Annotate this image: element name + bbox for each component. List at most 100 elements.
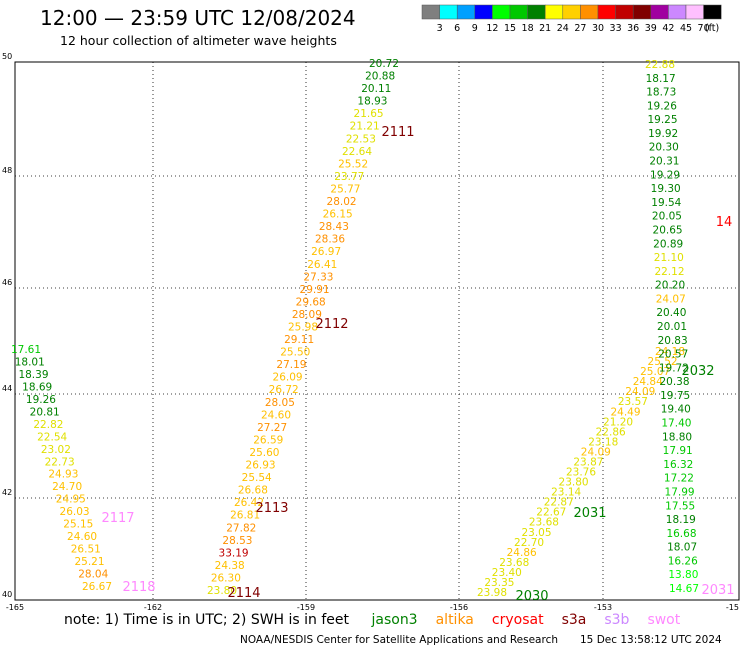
pass-label: 2117 xyxy=(101,511,134,526)
wave-height-value: 24.07 xyxy=(656,293,686,305)
wave-height-value: 23.05 xyxy=(521,527,551,539)
legend-tick-label: 15 xyxy=(504,23,516,34)
wave-height-value: 25.60 xyxy=(249,447,279,459)
wave-height-value: 20.83 xyxy=(658,335,688,347)
pass-label: 2114 xyxy=(227,586,260,601)
wave-height-value: 26.72 xyxy=(269,384,299,396)
legend-tick-label: 21 xyxy=(539,23,551,34)
satellite-swot: swot xyxy=(647,612,681,628)
wave-height-value: 21.20 xyxy=(603,416,633,428)
wave-height-value: 26.97 xyxy=(311,246,341,258)
legend-tick-label: 9 xyxy=(472,23,478,34)
wave-height-value: 25.77 xyxy=(330,183,360,195)
wave-height-value: 20.31 xyxy=(649,156,679,168)
pass-label: 2113 xyxy=(255,501,288,516)
wave-height-value: 20.89 xyxy=(653,238,683,250)
map-frame xyxy=(14,61,740,601)
wave-height-value: 19.75 xyxy=(660,390,690,402)
wave-height-value: 22.53 xyxy=(346,133,376,145)
lon-tick-label: -159 xyxy=(297,603,315,612)
satellite-cryosat: cryosat xyxy=(491,612,544,628)
legend-tick-label: 33 xyxy=(610,23,622,34)
pass-label: 2111 xyxy=(381,125,414,140)
wave-height-value: 22.64 xyxy=(342,146,372,158)
lat-tick-label: 44 xyxy=(2,384,12,393)
wave-height-value: 24.95 xyxy=(56,494,86,506)
legend-tick-label: 12 xyxy=(486,23,498,34)
wave-height-value: 26.67 xyxy=(82,581,112,593)
lat-tick-label: 48 xyxy=(2,166,12,175)
wave-height-value: 19.92 xyxy=(648,128,678,140)
track-2117-2118: 17.6118.0118.3918.6919.2620.8122.8222.54… xyxy=(11,344,112,593)
wave-height-value: 29.68 xyxy=(296,296,326,308)
wave-height-value: 24.60 xyxy=(67,531,97,543)
satellite-s3a: s3a xyxy=(561,612,587,628)
legend-unit: (ft) xyxy=(705,23,719,34)
wave-height-value: 25.54 xyxy=(242,472,272,484)
wave-height-value: 20.05 xyxy=(652,211,682,223)
wave-height-value: 20.65 xyxy=(653,224,683,236)
wave-height-value: 23.14 xyxy=(551,487,581,499)
wave-height-value: 23.40 xyxy=(492,567,522,579)
wave-height-value: 20.38 xyxy=(659,376,689,388)
wave-height-value: 28.02 xyxy=(327,196,357,208)
legend-tick-label: 24 xyxy=(557,23,569,34)
pass-label: 2112 xyxy=(315,317,348,332)
note-text: note: 1) Time is in UTC; 2) SWH is in fe… xyxy=(64,612,350,628)
wave-height-value: 20.72 xyxy=(369,58,399,70)
satellite-s3b: s3b xyxy=(604,612,630,628)
wave-height-value: 25.50 xyxy=(280,347,310,359)
lat-tick-label: 50 xyxy=(2,52,12,61)
wave-height-value: 24.60 xyxy=(261,409,291,421)
map-subtitle: 12 hour collection of altimeter wave hei… xyxy=(60,33,337,48)
wave-height-value: 22.70 xyxy=(514,537,544,549)
legend-tick-label: 70 xyxy=(698,23,710,34)
pass-label: 2031 xyxy=(701,583,734,598)
pass-label: 2118 xyxy=(122,580,155,595)
wave-height-value: 20.81 xyxy=(30,406,60,418)
wave-height-value: 28.36 xyxy=(315,234,345,246)
wave-height-value: 29.91 xyxy=(300,284,330,296)
wave-height-value: 18.73 xyxy=(646,87,676,99)
wave-height-value: 24.84 xyxy=(633,376,663,388)
wave-height-value: 22.12 xyxy=(654,266,684,278)
lat-tick-label: 42 xyxy=(2,488,12,497)
wave-height-value: 22.73 xyxy=(45,456,75,468)
legend-tick-label: 39 xyxy=(645,23,657,34)
wave-height-value: 24.09 xyxy=(581,446,611,458)
wave-height-value: 23.87 xyxy=(573,456,603,468)
wave-height-value: 24.49 xyxy=(610,406,640,418)
wave-height-value: 17.55 xyxy=(665,500,695,512)
wave-height-value: 16.26 xyxy=(668,555,698,567)
wave-height-value: 26.68 xyxy=(238,485,268,497)
wave-height-value: 25.15 xyxy=(63,519,93,531)
legend-tick-label: 36 xyxy=(627,23,639,34)
legend-tick-label: 27 xyxy=(574,23,586,34)
generated-timestamp: 15 Dec 13:58:12 UTC 2024 xyxy=(580,634,722,646)
wave-height-value: 25.21 xyxy=(74,556,104,568)
satellite-list: jason3 altika cryosat s3a s3b swot xyxy=(353,612,680,628)
wave-height-value: 19.54 xyxy=(651,197,681,209)
wave-height-value: 23.77 xyxy=(334,171,364,183)
wave-height-value: 23.35 xyxy=(484,577,514,589)
wave-height-value: 19.29 xyxy=(650,169,680,181)
wave-height-value: 18.01 xyxy=(15,356,45,368)
wave-height-value: 28.05 xyxy=(265,397,295,409)
pass-label: 2031 xyxy=(573,506,606,521)
wave-height-value: 19.25 xyxy=(647,114,677,126)
pass-label: 2030 xyxy=(515,589,548,604)
wave-height-value: 23.80 xyxy=(207,585,237,597)
wave-height-value: 25.07 xyxy=(640,366,670,378)
track-2030-2032: 24.1825.5225.0724.8424.0923.5724.4921.20… xyxy=(477,346,685,599)
lon-tick-label: -153 xyxy=(594,603,612,612)
wave-height-value: 16.68 xyxy=(666,528,696,540)
wave-height-value: 23.68 xyxy=(499,557,529,569)
lon-tick-label: -15 xyxy=(726,603,739,612)
wave-height-value: 27.82 xyxy=(226,522,256,534)
wave-height-value: 26.59 xyxy=(253,434,283,446)
wave-height-value: 20.11 xyxy=(361,83,391,95)
wave-height-value: 14.67 xyxy=(669,583,699,595)
wave-height-value: 19.26 xyxy=(26,394,56,406)
wave-height-value: 27.33 xyxy=(303,271,333,283)
